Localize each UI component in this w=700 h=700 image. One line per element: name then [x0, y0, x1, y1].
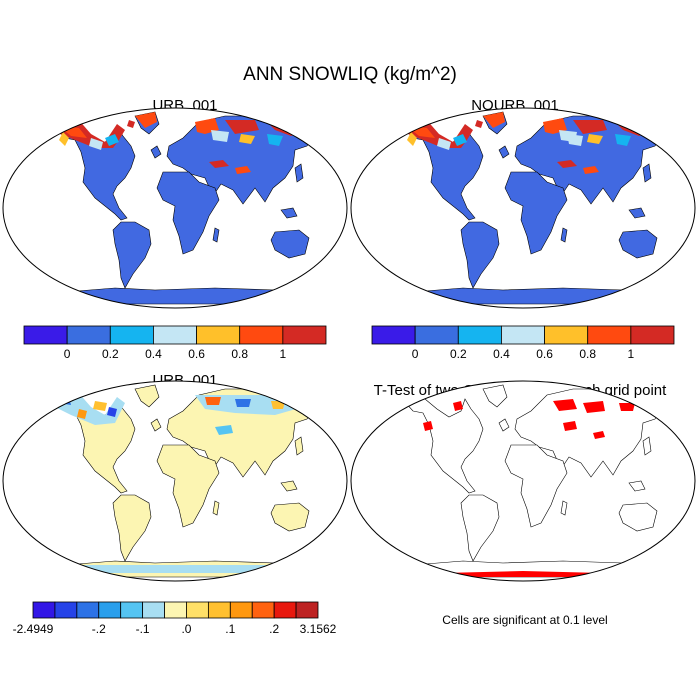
colorbar-box [587, 325, 632, 345]
colorbar-box [186, 601, 209, 619]
colorbar-tick-label: .2 [269, 622, 279, 636]
colorbar-box [229, 601, 253, 619]
colorbar-tick-label: .0 [181, 622, 191, 636]
colorbar-tick-label: 0.8 [231, 347, 248, 361]
colorbar-box [371, 325, 416, 345]
colorbar-tick-label: 0 [64, 347, 71, 361]
colorbar-box [282, 325, 327, 345]
colorbar-tick-label: 1 [628, 347, 635, 361]
colorbar-box [501, 325, 545, 345]
colorbar-box [630, 325, 675, 345]
colorbar-tick-label: 0.6 [188, 347, 205, 361]
colorbar-box [76, 601, 100, 619]
colorbar-nourb: 0 0.2 0.4 0.6 0.8 1 [371, 325, 675, 361]
colorbar-box [544, 325, 589, 345]
colorbar-box [98, 601, 122, 619]
colorbar-diff: -2.4949 -.2 -.1 .0 .1 .2 3.1562 [13, 601, 337, 636]
colorbar-box [32, 601, 56, 619]
colorbar-box [164, 601, 187, 619]
colorbar-box [196, 325, 241, 345]
colorbar-box [239, 325, 284, 345]
colorbar-tick-label: .1 [225, 622, 235, 636]
colorbar-box [120, 601, 144, 619]
colorbar-box [109, 325, 154, 345]
main-title: ANN SNOWLIQ (kg/m^2) [243, 64, 457, 85]
colorbar-tick-label: -.2 [92, 622, 106, 636]
colorbar-box [414, 325, 459, 345]
map-panel-ttest [350, 380, 696, 582]
colorbar-box [457, 325, 502, 345]
colorbar-tick-label: 0.2 [450, 347, 467, 361]
colorbar-box [23, 325, 68, 345]
colorbar-tick-label: 0.4 [493, 347, 510, 361]
colorbar-box [207, 601, 231, 619]
colorbar-box [142, 601, 165, 619]
colorbar-tick-label: 3.1562 [300, 622, 337, 636]
colorbar-tick-label: -.1 [136, 622, 150, 636]
colorbar-box [273, 601, 297, 619]
colorbar-tick-label: -2.4949 [13, 622, 54, 636]
colorbar-box [295, 601, 319, 619]
colorbar-box [251, 601, 275, 619]
colorbar-tick-label: 0.2 [102, 347, 119, 361]
colorbar-tick-label: 0.6 [536, 347, 553, 361]
colorbar-urb: 0 0.2 0.4 0.6 0.8 1 [23, 325, 327, 361]
colorbar-box [54, 601, 78, 619]
colorbar-tick-label: 0 [412, 347, 419, 361]
significance-note: Cells are significant at 0.1 level [442, 613, 608, 627]
colorbar-box [153, 325, 197, 345]
map-panel-diff [2, 380, 348, 582]
map-panel-nourb [350, 107, 696, 309]
colorbar-box [66, 325, 111, 345]
map-panel-urb [2, 107, 348, 309]
colorbar-tick-label: 1 [280, 347, 287, 361]
colorbar-tick-label: 0.8 [579, 347, 596, 361]
colorbar-tick-label: 0.4 [145, 347, 162, 361]
